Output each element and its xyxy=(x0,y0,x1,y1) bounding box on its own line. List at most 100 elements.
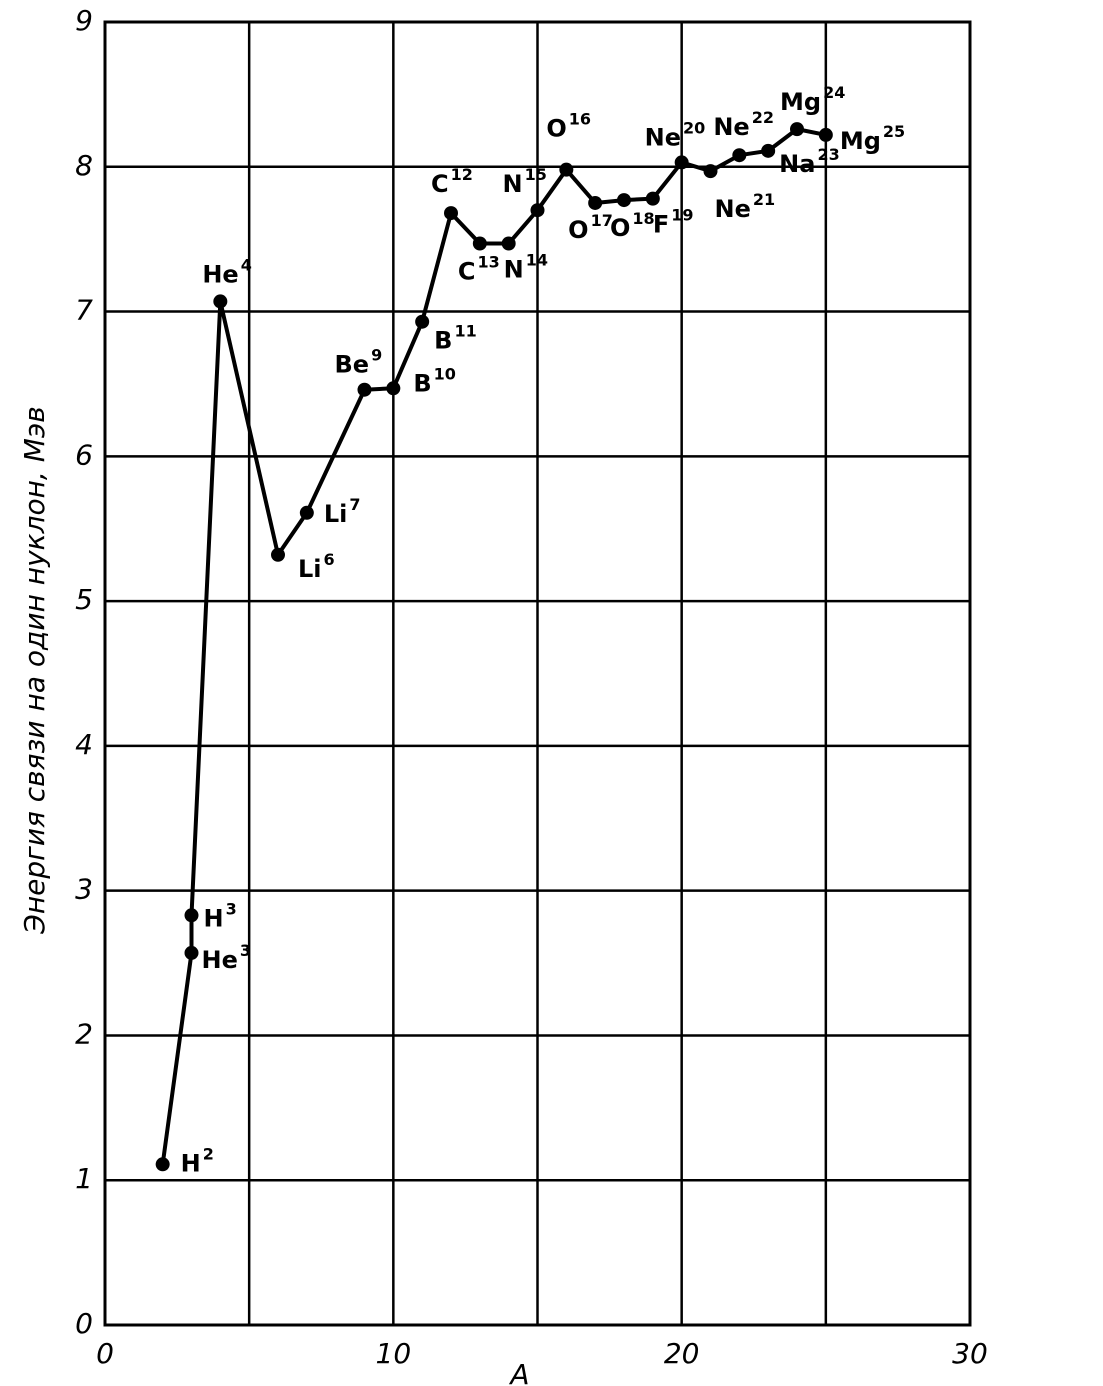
element-symbol: C xyxy=(458,258,476,286)
mass-number: 18 xyxy=(632,209,654,228)
point-label: He 4 xyxy=(202,255,252,289)
point-label: C 13 xyxy=(458,252,500,286)
mass-number: 17 xyxy=(591,210,613,229)
element-symbol: Be xyxy=(335,351,370,379)
element-symbol: Ne xyxy=(715,195,751,223)
y-tick-label: 6 xyxy=(75,438,93,471)
mass-number: 24 xyxy=(823,83,845,102)
point-label: Mg 24 xyxy=(780,83,845,117)
mass-number: 6 xyxy=(324,549,335,568)
point-label: B 10 xyxy=(413,364,456,398)
mass-number: 12 xyxy=(451,165,473,184)
mass-number: 25 xyxy=(883,121,905,140)
element-symbol: He xyxy=(202,946,238,974)
point-label: O 18 xyxy=(610,209,655,243)
data-point xyxy=(415,314,430,329)
y-tick-label: 2 xyxy=(75,1017,93,1050)
data-point xyxy=(472,236,487,251)
element-symbol: He xyxy=(202,260,238,288)
data-point xyxy=(530,203,545,218)
element-symbol: C xyxy=(431,170,449,198)
point-label: O 17 xyxy=(568,210,613,244)
element-symbol: N xyxy=(504,256,524,284)
mass-number: 9 xyxy=(371,345,382,364)
point-label: He 3 xyxy=(202,940,252,974)
element-symbol: Ne xyxy=(645,123,681,151)
data-point xyxy=(357,382,372,397)
element-symbol: Li xyxy=(298,555,322,583)
y-tick-label: 5 xyxy=(75,583,93,616)
point-label: Mg 25 xyxy=(840,121,905,155)
point-label: C 12 xyxy=(431,165,473,199)
data-point xyxy=(213,294,228,309)
mass-number: 16 xyxy=(569,109,591,128)
mass-number: 20 xyxy=(683,118,705,137)
mass-number: 11 xyxy=(454,321,476,340)
x-tick-label: 10 xyxy=(376,1337,412,1370)
y-tick-label: 0 xyxy=(75,1307,93,1340)
x-tick-label: 20 xyxy=(664,1337,700,1370)
mass-number: 2 xyxy=(203,1144,214,1163)
data-point xyxy=(155,1157,170,1172)
point-label: Ne 20 xyxy=(645,118,706,152)
point-label: N 14 xyxy=(504,250,548,284)
data-point xyxy=(790,122,804,137)
data-point xyxy=(674,155,689,170)
point-label: Na 23 xyxy=(779,144,840,178)
data-point xyxy=(271,547,285,562)
mass-number: 19 xyxy=(671,205,693,224)
element-symbol: O xyxy=(610,214,630,242)
element-symbol: Na xyxy=(779,150,815,178)
mass-number: 10 xyxy=(434,364,456,383)
y-tick-label: 3 xyxy=(75,873,93,906)
point-label: Li 6 xyxy=(298,549,335,583)
point-label: Be 9 xyxy=(335,345,383,379)
point-label: Ne 21 xyxy=(715,190,776,224)
y-tick-label: 1 xyxy=(75,1162,93,1195)
data-point xyxy=(501,236,516,251)
point-label: B 11 xyxy=(434,321,477,355)
element-symbol: Mg xyxy=(780,88,821,116)
mass-number: 4 xyxy=(241,255,252,274)
data-line xyxy=(160,127,827,1165)
mass-number: 3 xyxy=(226,899,237,918)
x-axis-label: A xyxy=(508,1358,529,1386)
data-point xyxy=(818,127,833,142)
data-point xyxy=(184,908,199,923)
data-point xyxy=(559,162,574,177)
data-point xyxy=(617,193,631,208)
y-tick-label: 7 xyxy=(75,294,93,327)
mass-number: 15 xyxy=(525,165,547,184)
x-tick-label: 30 xyxy=(952,1337,988,1370)
y-tick-label: 9 xyxy=(75,4,93,37)
y-tick-label: 8 xyxy=(75,149,93,182)
data-point xyxy=(645,191,660,206)
mass-number: 7 xyxy=(349,494,360,513)
point-label: Li 7 xyxy=(324,494,361,528)
x-tick-label: 0 xyxy=(96,1337,114,1370)
point-label: F 19 xyxy=(653,205,694,239)
data-point xyxy=(386,381,401,396)
data-point xyxy=(444,206,458,221)
data-point xyxy=(732,148,747,163)
point-label: Ne 22 xyxy=(713,108,774,142)
mass-number: 3 xyxy=(240,940,251,959)
element-symbol: Mg xyxy=(840,127,881,155)
mass-number: 14 xyxy=(526,250,548,269)
element-symbol: N xyxy=(503,170,523,198)
data-point xyxy=(703,164,718,179)
data-point xyxy=(184,945,199,960)
y-axis-label: Энергия связи на один нуклон, Мэв xyxy=(18,406,51,934)
element-symbol: H xyxy=(181,1149,201,1177)
element-symbol: B xyxy=(413,369,431,397)
element-symbol: O xyxy=(568,216,588,244)
point-label: O 16 xyxy=(546,109,591,143)
data-point xyxy=(588,195,603,210)
data-point xyxy=(761,143,776,158)
point-label: N 15 xyxy=(503,165,547,199)
element-symbol: O xyxy=(546,115,566,143)
element-symbol: H xyxy=(204,904,224,932)
